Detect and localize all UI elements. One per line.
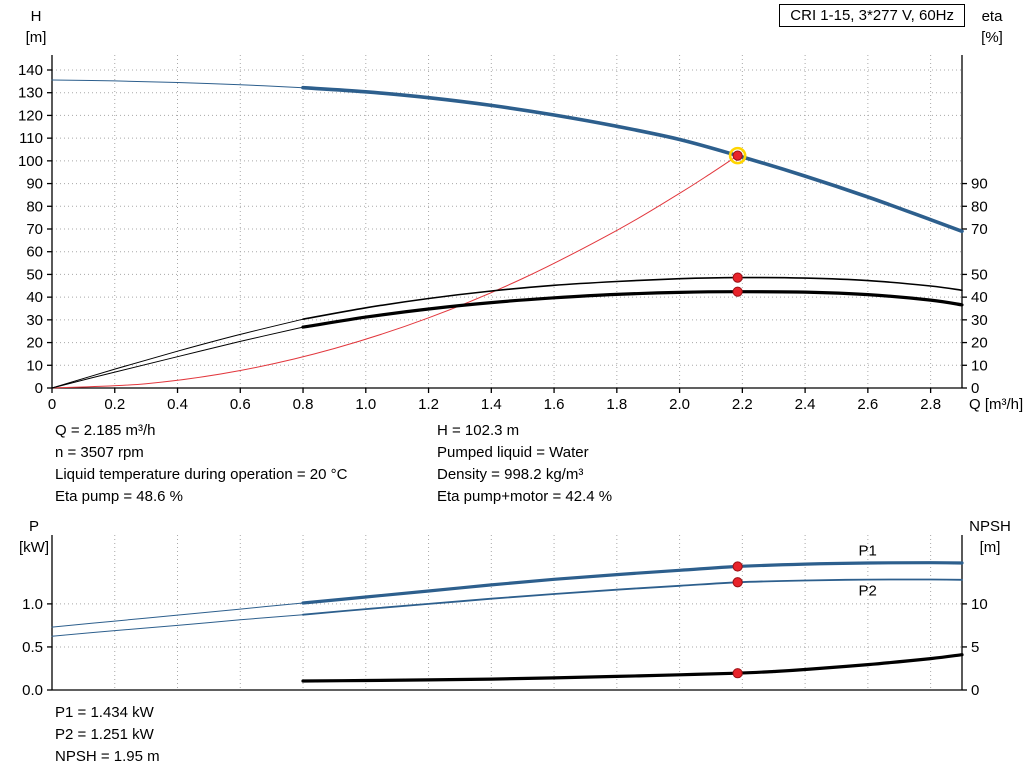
duty-point-p2: [732, 577, 743, 588]
y-right-tick-label: 40: [971, 289, 988, 306]
y-left-tick-label: 110: [19, 130, 43, 147]
x-tick-label: 1.4: [481, 396, 502, 413]
p2-curve: [302, 578, 963, 616]
y-left-tick-label: 0.0: [22, 682, 43, 699]
eta-pump-readout: Eta pump = 48.6 %: [55, 488, 183, 505]
x-tick-label: 0: [48, 396, 56, 413]
power-axis-unit: [kW]: [19, 539, 49, 556]
head-axis-unit: [m]: [25, 29, 47, 46]
x-tick-label: 1.0: [355, 396, 376, 413]
system-curve: [51, 155, 739, 389]
npsh-curve: [301, 653, 964, 683]
power-axis-title: P [kW]: [12, 516, 56, 558]
pump-model-title: CRI 1-15, 3*277 V, 60Hz: [779, 4, 965, 27]
x-tick-label: 2.6: [857, 396, 878, 413]
y-right-tick-label: 80: [971, 198, 988, 215]
chart-power-npsh: 0.0 0.5 1.0 0 5 10 P1 P2: [22, 535, 988, 699]
liquid-temperature-readout: Liquid temperature during operation = 20…: [55, 466, 348, 483]
x-tick-label: 2.8: [920, 396, 941, 413]
npsh-axis-title: NPSH [m]: [958, 516, 1022, 558]
y-left-tick-label: 30: [26, 312, 43, 329]
y-right-tick-label: 5: [971, 639, 979, 656]
y-right-tick-label: 20: [971, 335, 988, 352]
eta-axis-unit: [%]: [981, 29, 1003, 46]
x-tick-label: 2.4: [795, 396, 816, 413]
pumped-liquid-readout: Pumped liquid = Water: [437, 444, 589, 461]
q-readout: Q = 2.185 m³/h: [55, 422, 156, 439]
y-left-tick-label: 80: [26, 198, 43, 215]
y-left-tick-label: 90: [26, 176, 43, 193]
head-axis-name: H: [30, 8, 42, 25]
p1-curve-label: P1: [858, 543, 876, 560]
p1-curve-lead: [51, 602, 304, 628]
duty-point-eta-pump: [732, 272, 743, 283]
head-curve: [301, 85, 964, 234]
x-tick-label: 0.4: [167, 396, 188, 413]
y-left-tick-label: 10: [26, 357, 43, 374]
y-left-tick-label: 1.0: [22, 596, 43, 613]
eta-axis-title: eta [%]: [966, 6, 1018, 48]
npsh-axis-unit: [m]: [979, 539, 1001, 556]
duty-info-right: H = 102.3 m Pumped liquid = Water Densit…: [437, 420, 612, 508]
head-axis-title: H [m]: [16, 6, 56, 48]
y-left-tick-label: 100: [18, 153, 43, 170]
x-tick-label: 2.2: [732, 396, 753, 413]
head-curve-lead: [51, 79, 304, 89]
y-right-tick-label: 30: [971, 312, 988, 329]
x-tick-label: 0.2: [104, 396, 125, 413]
npsh-axis-name: NPSH: [969, 518, 1011, 535]
y-left-tick-label: 0: [35, 380, 43, 397]
eta-pump-motor-curve-lead: [51, 326, 304, 389]
x-tick-label: 1.8: [606, 396, 627, 413]
x-tick-label: 1.6: [544, 396, 565, 413]
y-left-tick-label: 50: [26, 266, 43, 283]
y-left-tick-label: 140: [18, 62, 43, 79]
eta-axis-name: eta: [981, 8, 1003, 25]
x-tick-label: 1.2: [418, 396, 439, 413]
npsh-readout: NPSH = 1.95 m: [55, 748, 160, 765]
y-right-tick-label: 0: [971, 682, 979, 699]
duty-point-ring: [728, 146, 747, 165]
speed-readout: n = 3507 rpm: [55, 444, 144, 461]
p1-curve: [301, 561, 964, 605]
duty-point-p1: [732, 561, 743, 572]
eta-pump-curve: [302, 276, 963, 320]
y-left-tick-label: 70: [26, 221, 43, 238]
p2-readout: P2 = 1.251 kW: [55, 726, 154, 743]
p1-readout: P1 = 1.434 kW: [55, 704, 154, 721]
duty-point-npsh: [732, 668, 743, 679]
y-right-tick-label: 10: [971, 596, 988, 613]
power-info-block: P1 = 1.434 kW P2 = 1.251 kW NPSH = 1.95 …: [55, 702, 160, 768]
duty-info-left: Q = 2.185 m³/h n = 3507 rpm Liquid tempe…: [55, 420, 347, 508]
eta-pump-curve-lead: [51, 318, 304, 389]
density-readout: Density = 998.2 kg/m³: [437, 466, 584, 483]
y-left-tick-label: 20: [26, 335, 43, 352]
chart-performance: 0 10 20 30 40 50 60 70 80 90 100 110 120 130 140 0 10 20 3…: [18, 55, 1023, 413]
x-axis-unit-label: Q [m³/h]: [969, 396, 1023, 413]
y-right-tick-label: 10: [971, 357, 988, 374]
power-axis-name: P: [28, 518, 39, 535]
p2-curve-label: P2: [858, 583, 876, 600]
head-readout: H = 102.3 m: [437, 422, 520, 439]
eta-pump-motor-curve: [301, 290, 964, 329]
x-tick-label: 0.6: [230, 396, 251, 413]
y-right-tick-label: 50: [971, 266, 988, 283]
x-tick-label: 0.8: [293, 396, 314, 413]
duty-point-eta-total: [732, 286, 743, 297]
eta-pump-motor-readout: Eta pump+motor = 42.4 %: [437, 488, 613, 505]
p2-curve-lead: [51, 614, 304, 637]
y-left-tick-label: 0.5: [22, 639, 43, 656]
y-left-tick-label: 130: [18, 85, 43, 102]
x-tick-label: 2.0: [669, 396, 690, 413]
y-left-tick-label: 40: [26, 289, 43, 306]
y-right-tick-label: 90: [971, 176, 988, 193]
y-right-tick-label: 70: [971, 221, 988, 238]
y-left-tick-label: 60: [26, 244, 43, 261]
duty-point-head: [732, 150, 743, 161]
y-left-tick-label: 120: [18, 107, 43, 124]
y-right-tick-label: 0: [971, 380, 979, 397]
